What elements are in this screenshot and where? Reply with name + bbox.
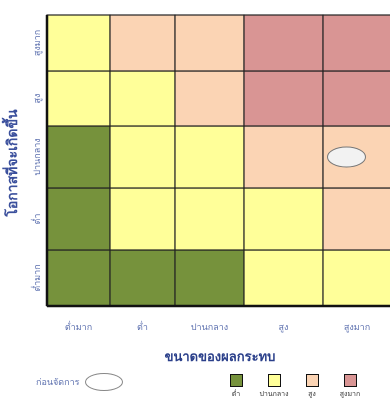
matrix-cell-ปานกลาง-ต่ำ (109, 125, 176, 189)
x-tick-ต่ำ: ต่ำ (137, 320, 148, 333)
before-treatment-label: ก่อนจัดการ (36, 378, 80, 388)
matrix-cell-สูง-สูงมาก (322, 70, 390, 127)
matrix-cell-ปานกลาง-สูง (243, 125, 324, 189)
y-axis-title: โอกาสที่จะเกิดขึ้น (5, 109, 21, 217)
matrix-cell-ต่ำ-ปานกลาง (174, 187, 245, 251)
legend-item-high: สูง (296, 374, 328, 400)
x-tick-สูง: สูง (279, 323, 289, 333)
x-tick-สูงมาก: สูงมาก (344, 323, 370, 333)
matrix-cell-ต่ำมาก-ต่ำ (109, 249, 176, 307)
matrix-cell-สูงมาก-สูง (243, 14, 324, 72)
legend-label-medium: ปานกลาง (259, 390, 289, 398)
legend-label-low: ต่ำ (231, 390, 241, 398)
y-tick-สูงมาก: สูงมาก (33, 30, 43, 56)
matrix-cell-ต่ำมาก-ต่ำมาก (46, 249, 111, 307)
x-tick-ปานกลาง: ปานกลาง (191, 323, 228, 333)
matrix-cell-ปานกลาง-ต่ำมาก (46, 125, 111, 189)
legend: ต่ำ ปานกลาง สูง สูงมาก (220, 374, 366, 400)
legend-item-very-high: สูงมาก (334, 374, 366, 400)
y-tick-สูง: สูง (33, 94, 43, 104)
matrix-cell-สูงมาก-ต่ำมาก (46, 14, 111, 72)
y-tick-ต่ำ: ต่ำ (30, 214, 43, 225)
legend-swatch-medium (267, 374, 281, 387)
legend-swatch-low (229, 374, 243, 387)
marker-before-treatment (327, 146, 366, 168)
matrix-cell-สูงมาก-ต่ำ (109, 14, 176, 72)
matrix-cell-สูง-สูง (243, 70, 324, 127)
matrix-cell-ต่ำ-สูง (243, 187, 324, 251)
before-treatment-oval-icon (85, 373, 124, 391)
matrix-cell-สูง-ต่ำมาก (46, 70, 111, 127)
y-tick-ปานกลาง: ปานกลาง (33, 138, 43, 175)
y-tick-ต่ำมาก: ต่ำมาก (30, 264, 43, 291)
matrix-cell-ต่ำมาก-สูงมาก (322, 249, 390, 307)
matrix-cell-ต่ำ-ต่ำ (109, 187, 176, 251)
matrix-cell-สูงมาก-สูงมาก (322, 14, 390, 72)
legend-label-very-high: สูงมาก (339, 390, 361, 398)
matrix-cell-ต่ำมาก-ปานกลาง (174, 249, 245, 307)
legend-item-low: ต่ำ (220, 374, 252, 400)
legend-item-medium: ปานกลาง (258, 374, 290, 400)
legend-swatch-high (305, 374, 319, 387)
x-axis-title: ขนาดของผลกระทบ (164, 350, 276, 365)
matrix-cell-สูง-ต่ำ (109, 70, 176, 127)
matrix-cell-สูงมาก-ปานกลาง (174, 14, 245, 72)
matrix-cell-ปานกลาง-ปานกลาง (174, 125, 245, 189)
legend-label-high: สูง (308, 390, 316, 398)
matrix-cell-ต่ำ-สูงมาก (322, 187, 390, 251)
matrix-cell-ต่ำ-ต่ำมาก (46, 187, 111, 251)
x-tick-ต่ำมาก: ต่ำมาก (65, 320, 92, 333)
before-treatment-note: ก่อนจัดการ (36, 373, 124, 391)
matrix-cell-สูง-ปานกลาง (174, 70, 245, 127)
legend-swatch-very-high (343, 374, 357, 387)
matrix-cell-ต่ำมาก-สูง (243, 249, 324, 307)
